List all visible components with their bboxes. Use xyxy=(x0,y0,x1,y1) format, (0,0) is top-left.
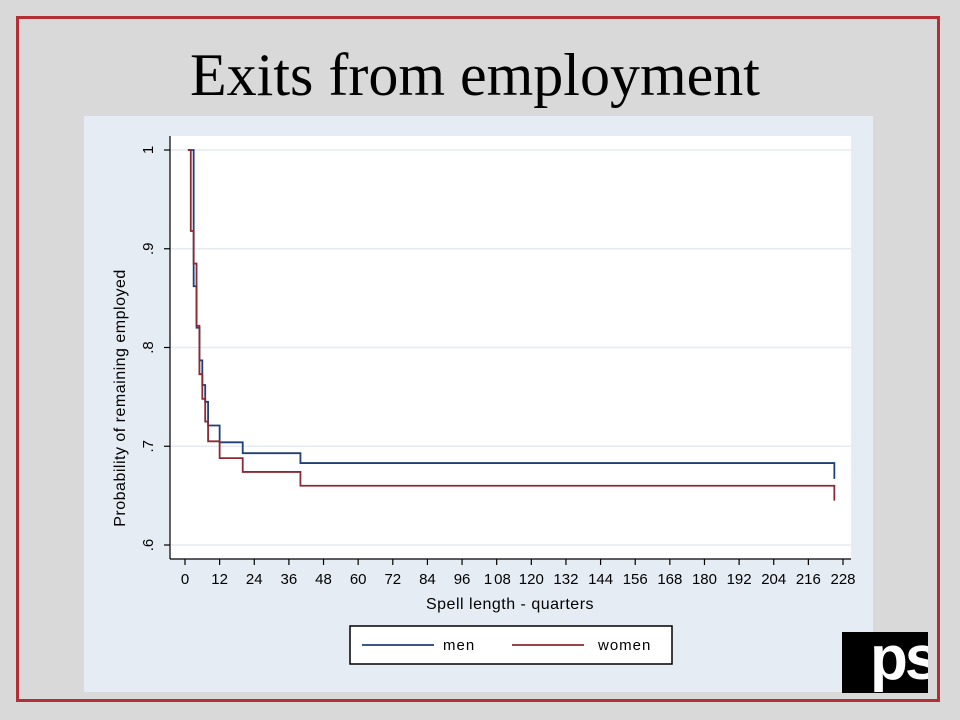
x-tick-label: 132 xyxy=(553,571,578,588)
chart-panel: .6.7.8.9 1 0 12 24 36 48 60 72 84 96 1 08 120 132 144 15… xyxy=(84,116,873,692)
y-axis-title: Probability of remaining employed xyxy=(112,269,129,527)
x-tick-label: 156 xyxy=(623,571,648,588)
axes xyxy=(164,136,851,565)
gridlines xyxy=(170,149,851,546)
x-tick-label: 180 xyxy=(692,571,717,588)
x-tick-label: 36 xyxy=(281,571,298,588)
x-tick-label: 144 xyxy=(588,571,613,588)
x-tick-label: 24 xyxy=(246,571,263,588)
y-tick-label: .6 xyxy=(140,539,157,552)
y-tick-label: 1 xyxy=(140,146,157,154)
x-tick-label: 60 xyxy=(350,571,367,588)
x-tick-label: 228 xyxy=(830,571,855,588)
x-tick-label: 204 xyxy=(761,571,786,588)
y-tick-label: .7 xyxy=(140,440,157,453)
series-lines xyxy=(187,149,836,501)
x-tick-label: 12 xyxy=(211,571,228,588)
x-tick-label: 48 xyxy=(315,571,332,588)
x-tick-label: 84 xyxy=(419,571,436,588)
x-tick-label: 120 xyxy=(519,571,544,588)
x-tick-label: 0 xyxy=(181,571,189,588)
tick-labels: .6.7.8.910 12 24 36 48 60 72 84 96 1 08 120 132 144 15… xyxy=(140,146,856,588)
x-tick-label: 72 xyxy=(384,571,401,588)
x-tick-label: 168 xyxy=(657,571,682,588)
legend-men-label: men xyxy=(443,637,475,654)
x-tick-label: 1 xyxy=(484,571,492,588)
legend: men women xyxy=(349,625,673,665)
x-tick-label: 96 xyxy=(454,571,471,588)
psi-logo: psi xyxy=(842,632,928,693)
y-tick-label: .9 xyxy=(140,242,157,255)
legend-women-label: women xyxy=(597,637,651,654)
survival-chart: .6.7.8.910 12 24 36 48 60 72 84 96 1 08 120 132 144 15… xyxy=(112,136,856,665)
x-tick-label: 192 xyxy=(727,571,752,588)
logo-text: psi xyxy=(870,632,928,693)
x-tick-label: 08 xyxy=(494,571,511,588)
x-axis-title: Spell length - quarters xyxy=(426,596,594,613)
x-tick-label: 216 xyxy=(796,571,821,588)
slide-title: Exits from employment xyxy=(190,42,760,108)
y-tick-label: .8 xyxy=(140,341,157,354)
series-line-women xyxy=(187,149,836,501)
